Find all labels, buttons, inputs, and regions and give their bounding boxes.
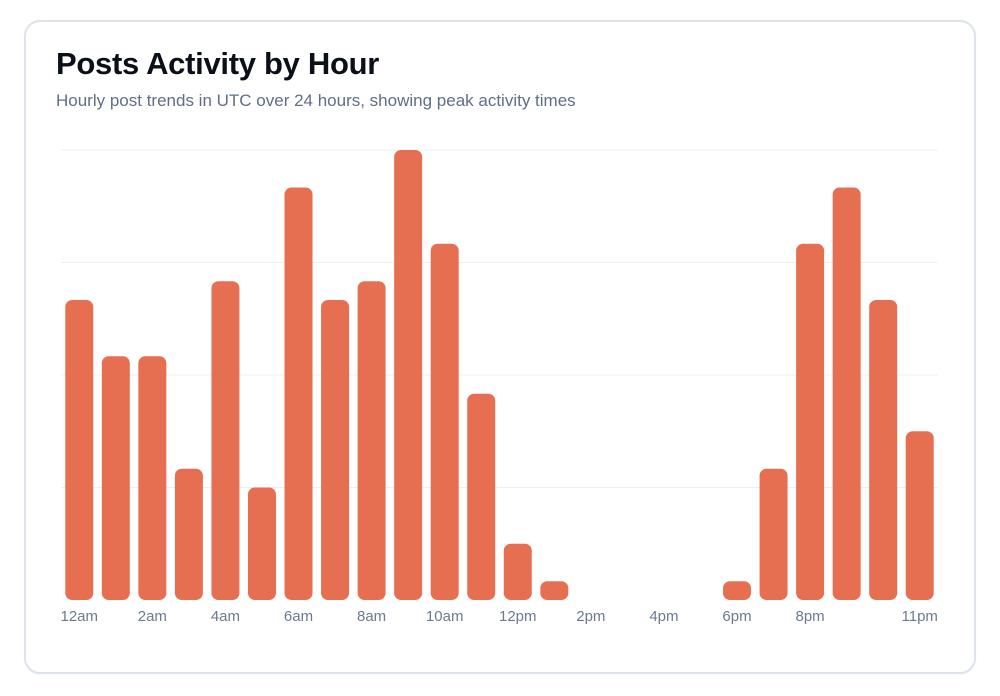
bar-8pm[interactable] <box>796 243 825 600</box>
bar-12am[interactable] <box>65 300 94 600</box>
x-tick-label: 12pm <box>499 608 537 625</box>
bar-10am[interactable] <box>430 243 459 600</box>
bar-1pm[interactable] <box>540 581 569 600</box>
x-tick-label: 4am <box>211 608 240 625</box>
bar-1am[interactable] <box>101 356 130 600</box>
bar-11am[interactable] <box>467 393 496 600</box>
bar-12pm[interactable] <box>503 543 532 600</box>
bar-8am[interactable] <box>357 281 386 600</box>
x-tick-label: 12am <box>61 608 99 625</box>
chart-subtitle: Hourly post trends in UTC over 24 hours,… <box>56 91 576 110</box>
x-tick-label: 6pm <box>722 608 751 625</box>
bar-3am[interactable] <box>174 468 203 600</box>
bar-7am[interactable] <box>321 300 350 600</box>
bar-4am[interactable] <box>211 281 240 600</box>
bar-9pm[interactable] <box>832 187 861 601</box>
x-axis-ticks: 12am 2am 4am 6am 8am 10am 12pm 2pm 4pm 6pm 8pm 11pm <box>61 608 938 625</box>
bar-11pm[interactable] <box>905 431 934 600</box>
x-tick-label: 8pm <box>796 608 825 625</box>
x-tick-label: 4pm <box>649 608 678 625</box>
gridlines <box>61 149 938 488</box>
bar-7pm[interactable] <box>759 468 788 600</box>
bar-2am[interactable] <box>138 356 167 600</box>
chart-title: Posts Activity by Hour <box>56 46 379 81</box>
bar-6am[interactable] <box>284 187 313 601</box>
bar-10pm[interactable] <box>869 300 898 600</box>
bar-9am[interactable] <box>394 150 423 600</box>
x-tick-label: 2pm <box>576 608 605 625</box>
x-tick-label: 2am <box>138 608 167 625</box>
bars <box>65 150 934 601</box>
x-tick-label: 10am <box>426 608 464 625</box>
x-tick-label: 6am <box>284 608 313 625</box>
bar-5am[interactable] <box>247 487 276 601</box>
x-tick-label: 8am <box>357 608 386 625</box>
bar-6pm[interactable] <box>723 581 752 600</box>
x-tick-label: 11pm <box>902 608 938 625</box>
